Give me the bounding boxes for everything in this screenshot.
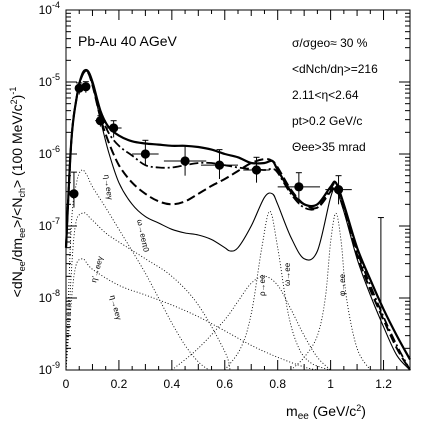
x-tick-label-2: 0.4 [164,377,181,391]
label-omega-dalitz: ω→eeπ0 [135,219,151,254]
x-tick-label-4: 0.8 [269,377,286,391]
y-tick-label-1: 10-8 [39,288,60,305]
label-phi: φ→ee [338,273,347,296]
data-point-3 [95,116,105,126]
x-tick-label-3: 0.6 [216,377,233,391]
x-tick-label-0: 0 [63,377,70,391]
series-8-dotted-line [224,210,331,371]
data-point-6 [180,156,190,166]
y-axis-ticks: 10-9 10-8 10-7 10-6 10-5 10-4 [39,0,410,377]
data-points-layer [69,81,384,370]
data-point-9 [294,182,304,192]
y-tick-label-3: 10-6 [39,144,60,161]
annotation-multiplicity: <dNch/dη>=216 [292,62,378,76]
series-4-dotted-line [65,169,210,371]
annotation-eta-range: 2.11<η<2.64 [292,88,359,102]
y-tick-label-5: 10-4 [39,0,60,17]
curves-layer [64,68,411,371]
y-axis-label: <dNee/dmee>/<Nch> (100 MeV/c2)-1 [8,87,27,298]
annotation-opening-angle: Θee>35 mrad [292,140,366,154]
label-omega: ω→ee [283,262,292,286]
y-tick-label-0: 10-9 [39,360,60,377]
annotation-pt-cut: pt>0.2 GeV/c [292,114,362,128]
label-rho: ρ→ee [258,274,267,296]
x-axis-label: mee (GeV/c2) [286,403,366,422]
x-tick-label-5: 1 [327,377,334,391]
x-tick-label-6: 1.2 [375,377,392,391]
y-tick-label-2: 10-7 [39,216,60,233]
annotation-centrality: σ/σgeo≈ 30 % [292,36,368,50]
data-point-4 [109,123,119,133]
chart-title: Pb-Au 40 AGeV [78,33,178,49]
y-tick-label-4: 10-5 [39,72,60,89]
label-eta-dalitz-lower: η→eeγ [108,294,123,321]
series-6-dotted-line [65,258,318,371]
data-point-2 [81,82,91,92]
x-tick-label-1: 0.2 [111,377,128,391]
data-point-10 [333,185,344,195]
series-7-dotted-line [171,275,331,371]
data-point-5 [140,149,150,159]
series-9-dotted-line [290,212,371,371]
data-point-8 [251,165,262,175]
data-point-7 [214,160,225,170]
label-eta-dalitz: η→eeγ [102,174,114,200]
x-axis-ticks: 0 0.2 0.4 0.6 0.8 1 1.2 [63,10,411,391]
data-point-0 [69,189,79,199]
label-etaprime-dalitz: η'→eeγ [89,255,105,283]
